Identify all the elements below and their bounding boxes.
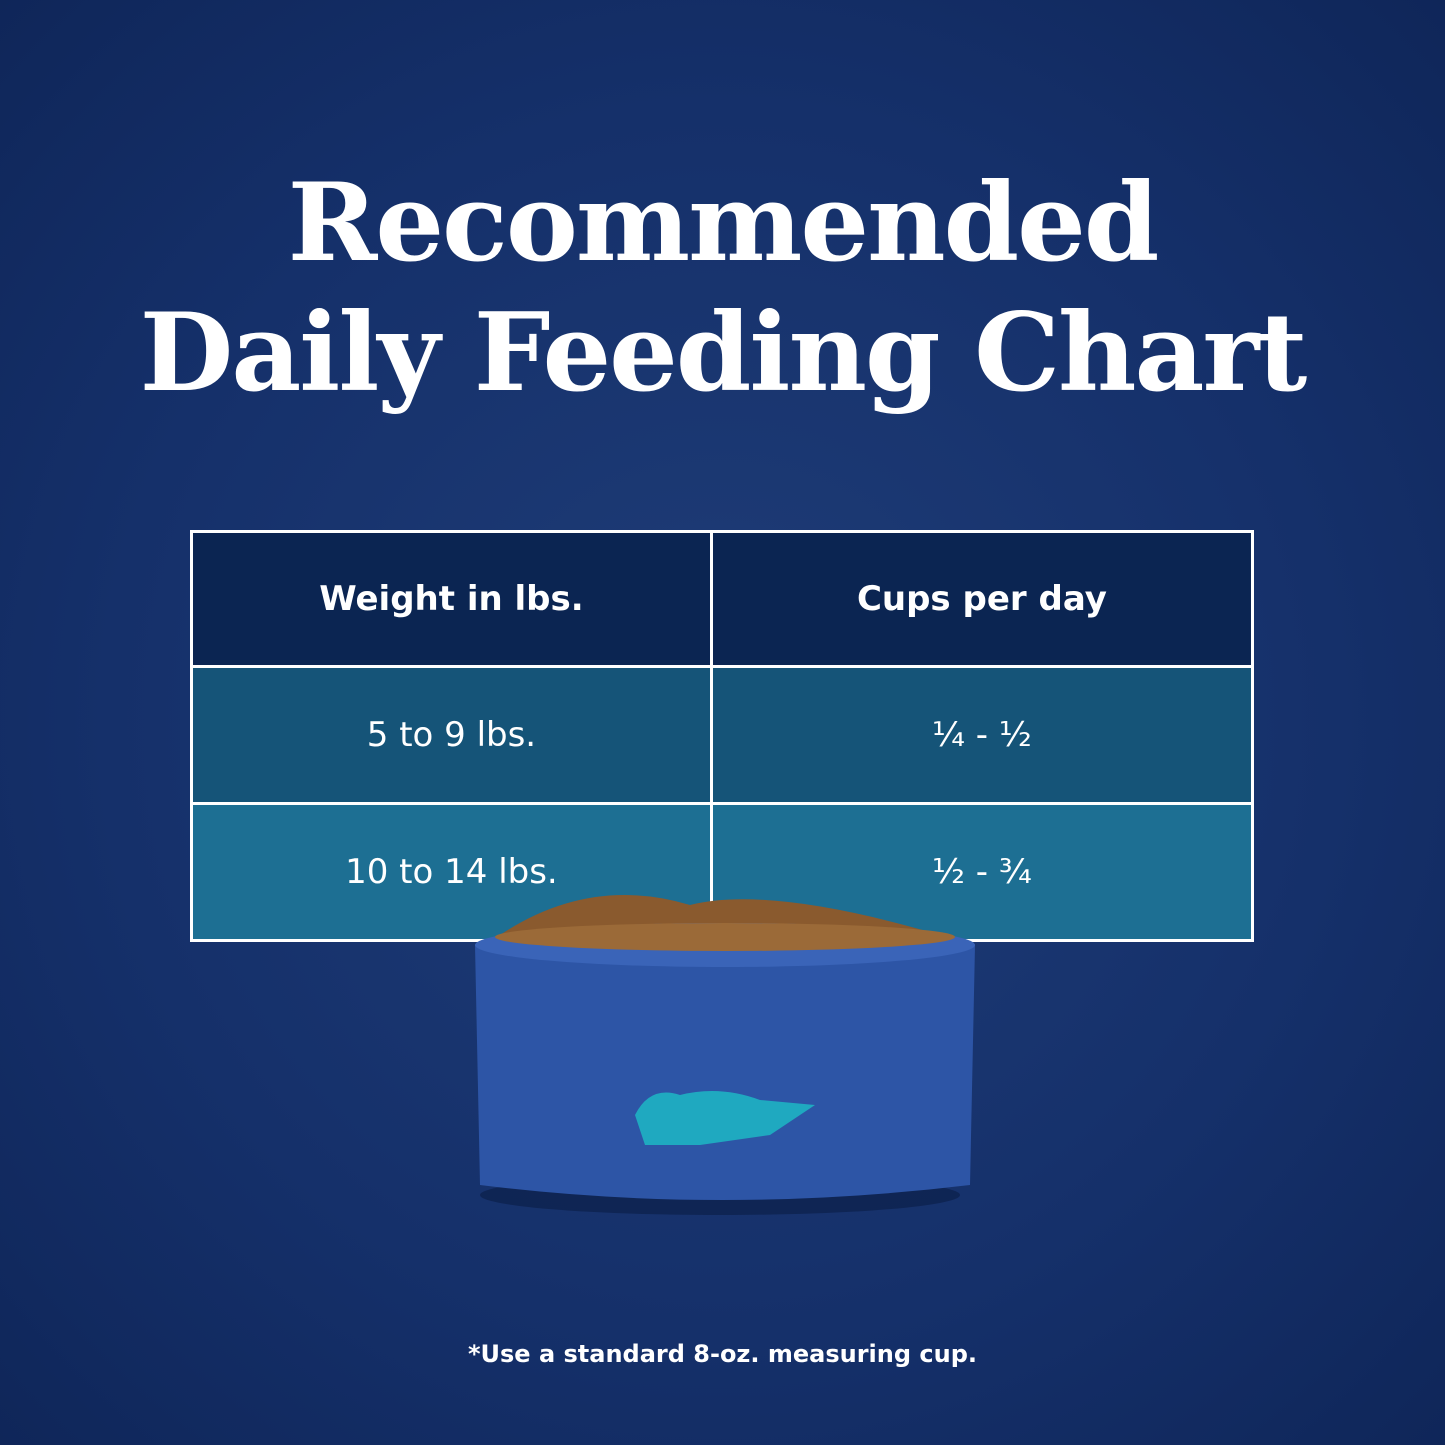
header-cell: Weight in lbs.: [190, 530, 713, 668]
title: Recommended: [287, 160, 1160, 286]
feeding-table: Weight in lbs. Cups per day 5 to 9 lbs. ¼ …: [190, 530, 1255, 942]
cell: ¼ - ½: [709, 665, 1255, 805]
header-cell: Cups per day: [709, 530, 1255, 668]
cell: 5 to 9 lbs.: [190, 665, 713, 805]
food-bowl: [475, 895, 975, 1215]
cell: 10 to 14 lbs.: [190, 802, 713, 942]
footnote: *Use a standard 8-oz. measuring cup.: [467, 1340, 978, 1368]
title: Daily Feeding Chart: [139, 290, 1308, 416]
